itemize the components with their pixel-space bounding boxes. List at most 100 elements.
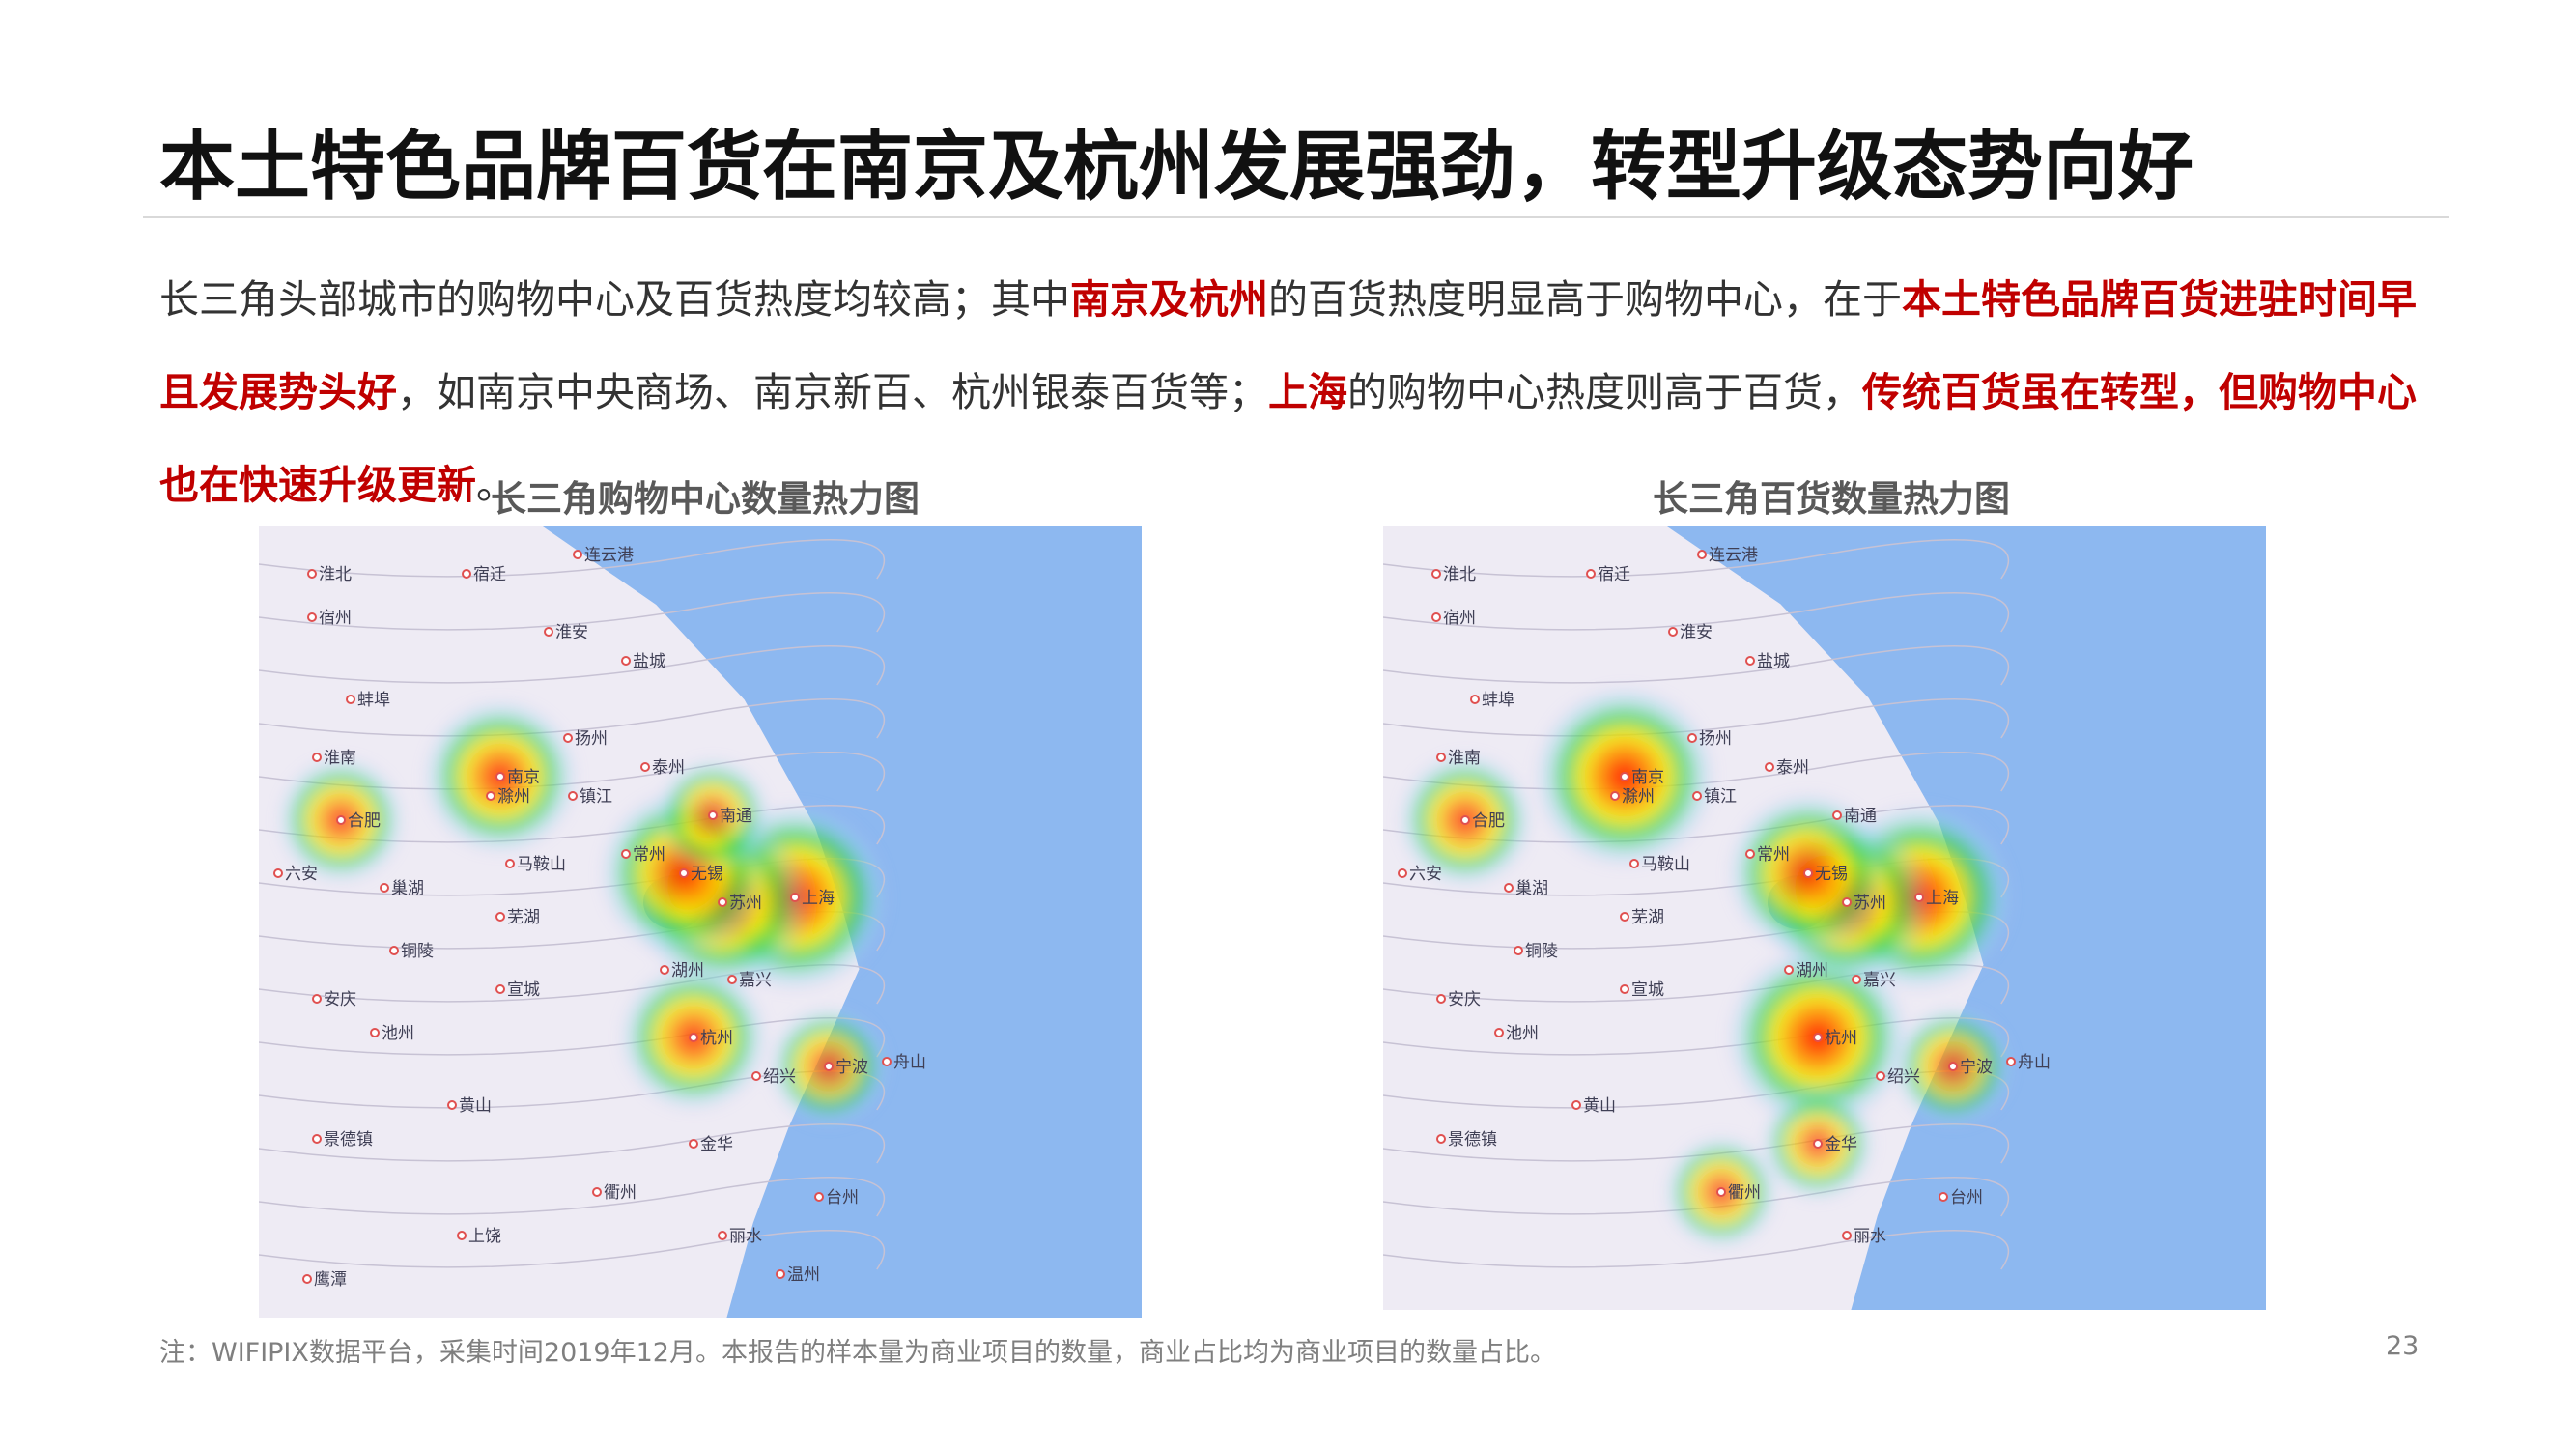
city-label: 南京	[1631, 768, 1664, 787]
city-marker	[273, 868, 283, 878]
city-marker	[1939, 1192, 1948, 1202]
city-marker	[307, 612, 317, 622]
title-divider	[143, 216, 2449, 218]
city-label: 绍兴	[763, 1067, 796, 1087]
city-label: 丽水	[1854, 1227, 1886, 1246]
city-marker	[727, 975, 737, 984]
department-store-heatmap: 淮北 宿州 宿迁 连云港 淮安 盐城 蚌埠 淮南 扬州 泰州 滁州 南京 镇江 南通 合肥 马鞍山 常州 无锡 苏州…	[1383, 526, 2266, 1310]
city-marker	[1620, 984, 1629, 994]
city-label: 六安	[1409, 865, 1442, 884]
city-marker	[544, 627, 553, 637]
city-marker	[1716, 1187, 1726, 1197]
city-label: 安庆	[324, 990, 356, 1009]
city-marker	[486, 791, 495, 801]
city-marker	[1697, 550, 1707, 559]
city-marker	[1842, 897, 1852, 907]
city-label: 南通	[1844, 807, 1877, 826]
body-text-segment: 的购物中心热度则高于百货，	[1347, 369, 1862, 415]
city-label: 台州	[826, 1188, 859, 1208]
city-label: 衢州	[1728, 1182, 1761, 1203]
city-label: 苏州	[1854, 894, 1886, 913]
city-marker	[1948, 1062, 1958, 1071]
city-marker	[1494, 1028, 1504, 1037]
city-label: 淮安	[1680, 623, 1713, 642]
city-label: 淮北	[319, 565, 352, 584]
city-marker	[312, 1134, 322, 1144]
city-label: 湖州	[671, 961, 704, 980]
city-marker	[1398, 868, 1407, 878]
city-label: 合肥	[348, 811, 381, 831]
city-marker	[1876, 1071, 1885, 1081]
city-label: 嘉兴	[739, 971, 772, 990]
city-label: 绍兴	[1887, 1067, 1920, 1087]
city-label: 宿迁	[473, 565, 506, 584]
city-label: 景德镇	[1448, 1130, 1497, 1150]
city-label: 宁波	[1960, 1058, 1993, 1077]
city-label: 滁州	[497, 787, 530, 807]
city-marker	[621, 656, 631, 666]
city-marker	[776, 1269, 785, 1279]
city-label: 上海	[1926, 889, 1959, 908]
city-label: 连云港	[1709, 546, 1758, 565]
city-label: 温州	[787, 1265, 820, 1285]
city-label: 台州	[1950, 1188, 1983, 1208]
city-label: 镇江	[580, 787, 612, 807]
city-marker	[1620, 912, 1629, 922]
city-marker	[1914, 893, 1924, 902]
city-marker	[1436, 1134, 1446, 1144]
city-marker	[1571, 1100, 1581, 1110]
city-marker	[1436, 994, 1446, 1004]
city-label: 上饶	[468, 1227, 501, 1246]
page-number: 23	[2386, 1331, 2420, 1361]
city-label: 安庆	[1448, 990, 1481, 1009]
city-label: 淮南	[324, 749, 356, 768]
highlight-text: 南京及杭州	[1070, 276, 1268, 323]
city-label: 镇江	[1704, 787, 1737, 807]
city-label: 合肥	[1472, 811, 1505, 831]
sea-area	[541, 526, 1142, 1318]
city-marker	[689, 1139, 698, 1149]
city-label: 金华	[700, 1135, 733, 1154]
city-marker	[1784, 965, 1794, 975]
city-marker	[679, 868, 689, 878]
city-marker	[1620, 772, 1629, 781]
city-label: 南通	[720, 807, 752, 826]
city-label: 马鞍山	[1641, 855, 1690, 874]
sea-area	[1665, 526, 2266, 1310]
city-label: 无锡	[1815, 865, 1848, 884]
city-marker	[592, 1187, 602, 1197]
highlight-text: 传统百货虽在转型，但购物中心也在快速升级更新	[159, 369, 2417, 508]
city-label: 蚌埠	[1482, 691, 1514, 710]
city-marker	[568, 791, 578, 801]
city-marker	[307, 569, 317, 579]
city-marker	[708, 810, 718, 820]
body-text-segment: ，如南京中央商场、南京新百、杭州银泰百货等；	[397, 369, 1268, 415]
city-label: 盐城	[1757, 652, 1790, 671]
city-marker	[1431, 569, 1441, 579]
body-text-segment: 。	[476, 462, 516, 508]
city-label: 扬州	[575, 729, 608, 749]
city-marker	[447, 1100, 457, 1110]
city-marker	[718, 1231, 727, 1240]
city-marker	[573, 550, 582, 559]
highlight-text: 上海	[1268, 369, 1347, 415]
city-label: 苏州	[729, 894, 762, 913]
city-label: 南京	[507, 768, 540, 787]
city-marker	[660, 965, 669, 975]
city-marker	[380, 883, 389, 893]
city-marker	[346, 695, 355, 704]
city-label: 铜陵	[401, 942, 434, 961]
city-label: 泰州	[1776, 758, 1809, 778]
heat-layer	[274, 696, 892, 1129]
city-label: 嘉兴	[1863, 971, 1896, 990]
city-marker	[1842, 1231, 1852, 1240]
city-label: 景德镇	[324, 1130, 373, 1150]
city-marker	[457, 1231, 467, 1240]
city-label: 鹰潭	[314, 1270, 347, 1290]
city-label: 扬州	[1699, 729, 1732, 749]
left-map-title: 长三角购物中心数量热力图	[491, 478, 920, 520]
city-label: 黄山	[1583, 1096, 1616, 1116]
highlight-text: 本土特色品牌百货进驻时间早且发展势头好	[159, 276, 2417, 415]
city-label: 宿州	[1443, 609, 1476, 628]
